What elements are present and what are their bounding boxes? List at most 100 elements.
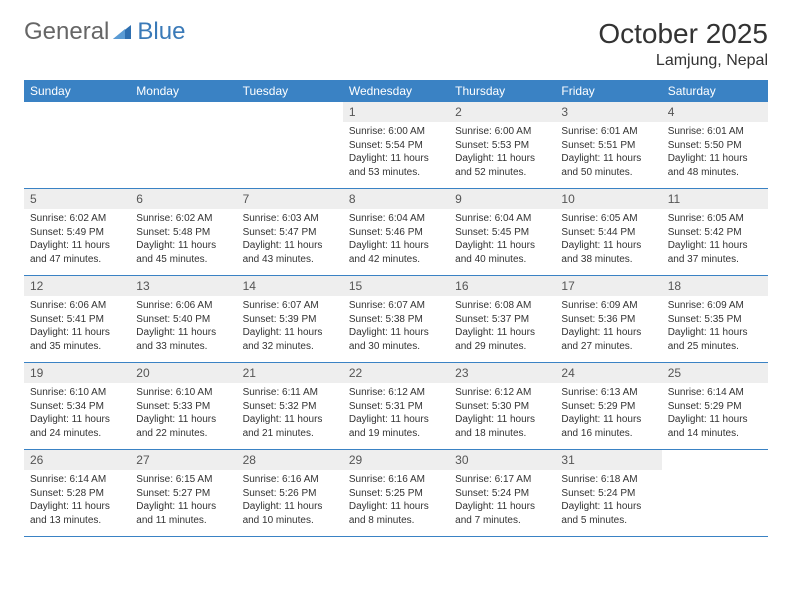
day-content: Sunrise: 6:09 AMSunset: 5:36 PMDaylight:… — [555, 296, 661, 357]
day-cell: 11Sunrise: 6:05 AMSunset: 5:42 PMDayligh… — [662, 189, 768, 275]
day-content: Sunrise: 6:14 AMSunset: 5:29 PMDaylight:… — [662, 383, 768, 444]
daylight-line: Daylight: 11 hours and 50 minutes. — [561, 152, 655, 179]
sunset-line: Sunset: 5:47 PM — [243, 226, 337, 240]
day-content: Sunrise: 6:00 AMSunset: 5:54 PMDaylight:… — [343, 122, 449, 183]
day-number: 8 — [343, 189, 449, 209]
sunrise-line: Sunrise: 6:01 AM — [668, 125, 762, 139]
daylight-line: Daylight: 11 hours and 45 minutes. — [136, 239, 230, 266]
daylight-line: Daylight: 11 hours and 8 minutes. — [349, 500, 443, 527]
day-content: Sunrise: 6:01 AMSunset: 5:51 PMDaylight:… — [555, 122, 661, 183]
day-content: Sunrise: 6:00 AMSunset: 5:53 PMDaylight:… — [449, 122, 555, 183]
daylight-line: Daylight: 11 hours and 21 minutes. — [243, 413, 337, 440]
sunrise-line: Sunrise: 6:14 AM — [668, 386, 762, 400]
daylight-line: Daylight: 11 hours and 14 minutes. — [668, 413, 762, 440]
sunrise-line: Sunrise: 6:16 AM — [349, 473, 443, 487]
day-content: Sunrise: 6:03 AMSunset: 5:47 PMDaylight:… — [237, 209, 343, 270]
sunset-line: Sunset: 5:38 PM — [349, 313, 443, 327]
sunrise-line: Sunrise: 6:10 AM — [30, 386, 124, 400]
brand-part1: General — [24, 18, 109, 46]
day-content: Sunrise: 6:04 AMSunset: 5:45 PMDaylight:… — [449, 209, 555, 270]
sunset-line: Sunset: 5:51 PM — [561, 139, 655, 153]
day-number: 18 — [662, 276, 768, 296]
day-content: Sunrise: 6:07 AMSunset: 5:39 PMDaylight:… — [237, 296, 343, 357]
daylight-line: Daylight: 11 hours and 19 minutes. — [349, 413, 443, 440]
sunrise-line: Sunrise: 6:12 AM — [455, 386, 549, 400]
sunrise-line: Sunrise: 6:04 AM — [349, 212, 443, 226]
day-cell: 2Sunrise: 6:00 AMSunset: 5:53 PMDaylight… — [449, 102, 555, 188]
sunrise-line: Sunrise: 6:03 AM — [243, 212, 337, 226]
day-content: Sunrise: 6:14 AMSunset: 5:28 PMDaylight:… — [24, 470, 130, 531]
day-cell: 22Sunrise: 6:12 AMSunset: 5:31 PMDayligh… — [343, 363, 449, 449]
day-content: Sunrise: 6:05 AMSunset: 5:44 PMDaylight:… — [555, 209, 661, 270]
day-cell: 15Sunrise: 6:07 AMSunset: 5:38 PMDayligh… — [343, 276, 449, 362]
week-row: 1Sunrise: 6:00 AMSunset: 5:54 PMDaylight… — [24, 102, 768, 189]
sunrise-line: Sunrise: 6:01 AM — [561, 125, 655, 139]
day-content: Sunrise: 6:04 AMSunset: 5:46 PMDaylight:… — [343, 209, 449, 270]
day-number: 29 — [343, 450, 449, 470]
day-cell: 23Sunrise: 6:12 AMSunset: 5:30 PMDayligh… — [449, 363, 555, 449]
weekday-header-row: SundayMondayTuesdayWednesdayThursdayFrid… — [24, 80, 768, 102]
daylight-line: Daylight: 11 hours and 37 minutes. — [668, 239, 762, 266]
sunset-line: Sunset: 5:30 PM — [455, 400, 549, 414]
day-number: 22 — [343, 363, 449, 383]
day-content: Sunrise: 6:01 AMSunset: 5:50 PMDaylight:… — [662, 122, 768, 183]
day-cell: 17Sunrise: 6:09 AMSunset: 5:36 PMDayligh… — [555, 276, 661, 362]
day-number: 28 — [237, 450, 343, 470]
daylight-line: Daylight: 11 hours and 33 minutes. — [136, 326, 230, 353]
day-number: 19 — [24, 363, 130, 383]
sunrise-line: Sunrise: 6:07 AM — [349, 299, 443, 313]
sunrise-line: Sunrise: 6:05 AM — [561, 212, 655, 226]
weekday-header: Sunday — [24, 80, 130, 102]
week-row: 12Sunrise: 6:06 AMSunset: 5:41 PMDayligh… — [24, 276, 768, 363]
sunset-line: Sunset: 5:53 PM — [455, 139, 549, 153]
daylight-line: Daylight: 11 hours and 32 minutes. — [243, 326, 337, 353]
daylight-line: Daylight: 11 hours and 18 minutes. — [455, 413, 549, 440]
header: GeneralBlue October 2025 Lamjung, Nepal — [24, 18, 768, 70]
day-cell: 3Sunrise: 6:01 AMSunset: 5:51 PMDaylight… — [555, 102, 661, 188]
day-cell: 4Sunrise: 6:01 AMSunset: 5:50 PMDaylight… — [662, 102, 768, 188]
sunset-line: Sunset: 5:25 PM — [349, 487, 443, 501]
daylight-line: Daylight: 11 hours and 10 minutes. — [243, 500, 337, 527]
week-row: 26Sunrise: 6:14 AMSunset: 5:28 PMDayligh… — [24, 450, 768, 537]
day-cell: 14Sunrise: 6:07 AMSunset: 5:39 PMDayligh… — [237, 276, 343, 362]
day-number: 2 — [449, 102, 555, 122]
sunrise-line: Sunrise: 6:13 AM — [561, 386, 655, 400]
daylight-line: Daylight: 11 hours and 11 minutes. — [136, 500, 230, 527]
daylight-line: Daylight: 11 hours and 7 minutes. — [455, 500, 549, 527]
daylight-line: Daylight: 11 hours and 47 minutes. — [30, 239, 124, 266]
daylight-line: Daylight: 11 hours and 52 minutes. — [455, 152, 549, 179]
daylight-line: Daylight: 11 hours and 38 minutes. — [561, 239, 655, 266]
sunrise-line: Sunrise: 6:02 AM — [136, 212, 230, 226]
sunrise-line: Sunrise: 6:15 AM — [136, 473, 230, 487]
sunset-line: Sunset: 5:36 PM — [561, 313, 655, 327]
day-content: Sunrise: 6:02 AMSunset: 5:49 PMDaylight:… — [24, 209, 130, 270]
day-content: Sunrise: 6:06 AMSunset: 5:41 PMDaylight:… — [24, 296, 130, 357]
sunset-line: Sunset: 5:35 PM — [668, 313, 762, 327]
sunset-line: Sunset: 5:49 PM — [30, 226, 124, 240]
day-number: 21 — [237, 363, 343, 383]
day-cell: 27Sunrise: 6:15 AMSunset: 5:27 PMDayligh… — [130, 450, 236, 536]
day-number: 14 — [237, 276, 343, 296]
daylight-line: Daylight: 11 hours and 25 minutes. — [668, 326, 762, 353]
sunrise-line: Sunrise: 6:06 AM — [30, 299, 124, 313]
sunrise-line: Sunrise: 6:10 AM — [136, 386, 230, 400]
weekday-header: Monday — [130, 80, 236, 102]
day-cell: 20Sunrise: 6:10 AMSunset: 5:33 PMDayligh… — [130, 363, 236, 449]
sunset-line: Sunset: 5:24 PM — [455, 487, 549, 501]
day-cell: 19Sunrise: 6:10 AMSunset: 5:34 PMDayligh… — [24, 363, 130, 449]
day-content: Sunrise: 6:09 AMSunset: 5:35 PMDaylight:… — [662, 296, 768, 357]
sunrise-line: Sunrise: 6:02 AM — [30, 212, 124, 226]
location-subtitle: Lamjung, Nepal — [598, 52, 768, 70]
sunrise-line: Sunrise: 6:08 AM — [455, 299, 549, 313]
sunrise-line: Sunrise: 6:09 AM — [668, 299, 762, 313]
sunset-line: Sunset: 5:26 PM — [243, 487, 337, 501]
day-cell: 13Sunrise: 6:06 AMSunset: 5:40 PMDayligh… — [130, 276, 236, 362]
sunset-line: Sunset: 5:45 PM — [455, 226, 549, 240]
brand-logo: GeneralBlue — [24, 18, 185, 46]
daylight-line: Daylight: 11 hours and 13 minutes. — [30, 500, 124, 527]
day-cell: 29 Sunrise: 6:16 AMSunset: 5:25 PMDayligh… — [343, 450, 449, 536]
day-number: 13 — [130, 276, 236, 296]
day-content: Sunrise: 6:12 AMSunset: 5:30 PMDaylight:… — [449, 383, 555, 444]
sunset-line: Sunset: 5:31 PM — [349, 400, 443, 414]
day-cell: 26Sunrise: 6:14 AMSunset: 5:28 PMDayligh… — [24, 450, 130, 536]
